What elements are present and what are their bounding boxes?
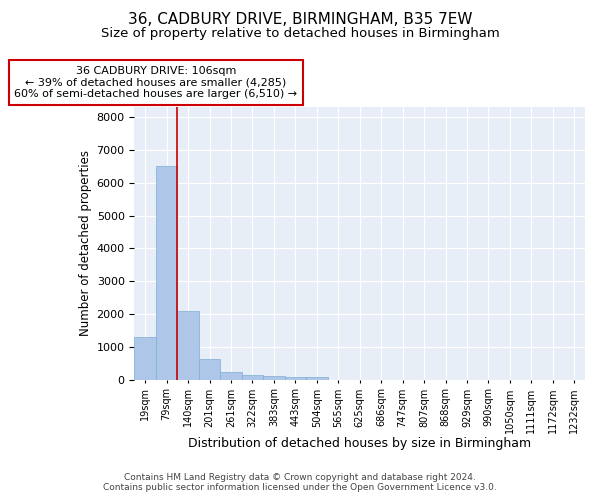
Bar — [220, 372, 242, 380]
Y-axis label: Number of detached properties: Number of detached properties — [79, 150, 92, 336]
X-axis label: Distribution of detached houses by size in Birmingham: Distribution of detached houses by size … — [188, 437, 531, 450]
Bar — [156, 166, 178, 380]
Bar — [242, 376, 263, 380]
Text: Size of property relative to detached houses in Birmingham: Size of property relative to detached ho… — [101, 28, 499, 40]
Bar — [178, 312, 199, 380]
Bar — [199, 360, 220, 380]
Bar — [263, 376, 284, 380]
Bar — [306, 378, 328, 380]
Bar — [284, 378, 306, 380]
Text: 36, CADBURY DRIVE, BIRMINGHAM, B35 7EW: 36, CADBURY DRIVE, BIRMINGHAM, B35 7EW — [128, 12, 472, 28]
Bar — [134, 337, 156, 380]
Text: Contains HM Land Registry data © Crown copyright and database right 2024.
Contai: Contains HM Land Registry data © Crown c… — [103, 473, 497, 492]
Text: 36 CADBURY DRIVE: 106sqm
← 39% of detached houses are smaller (4,285)
60% of sem: 36 CADBURY DRIVE: 106sqm ← 39% of detach… — [14, 66, 298, 99]
